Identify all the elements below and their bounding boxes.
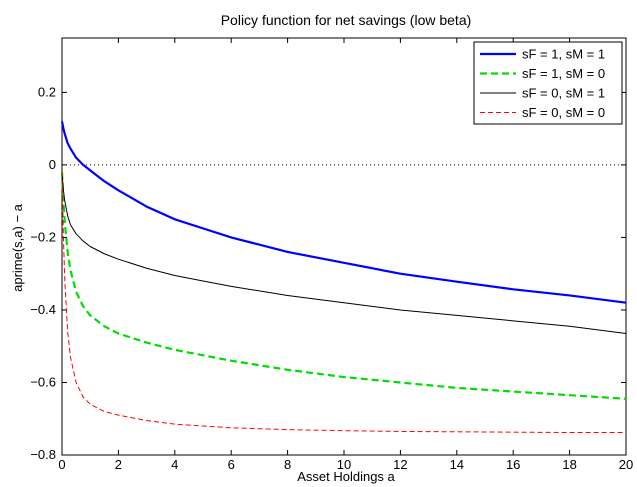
- y-tick-label: 0: [49, 157, 56, 172]
- x-axis-label: Asset Holdings a: [297, 469, 395, 484]
- legend-label: sF = 0, sM = 1: [522, 86, 605, 101]
- y-axis-label: aprime(s,a) − a: [10, 203, 25, 292]
- series-line-1: [60, 121, 627, 304]
- y-tick-label: −0.2: [30, 229, 56, 244]
- legend-box: [473, 41, 623, 125]
- series-line-4: [61, 172, 626, 434]
- legend-label: sF = 0, sM = 0: [522, 105, 605, 120]
- x-tick-label: 20: [619, 457, 633, 472]
- plot-area: 0 2 4 6 8 10 12 14 16 18 20 −0.8 −0.6 −0.4 −0.2 0 0.2: [30, 37, 633, 472]
- x-tick-label: 10: [337, 457, 351, 472]
- y-tick-label: 0.2: [38, 84, 56, 99]
- x-tick-label: 18: [562, 457, 576, 472]
- x-tick-label: 2: [115, 457, 122, 472]
- y-tick-label: −0.6: [30, 374, 56, 389]
- x-tick-label: 12: [393, 457, 407, 472]
- series-line-2: [60, 172, 627, 400]
- y-tick-label: −0.8: [30, 447, 56, 462]
- y-tick-label: −0.4: [30, 302, 56, 317]
- series-line-3: [61, 172, 627, 335]
- x-tick-label: 16: [506, 457, 520, 472]
- x-tick-label: 6: [228, 457, 235, 472]
- x-tick-label: 14: [450, 457, 464, 472]
- legend-label: sF = 1, sM = 1: [522, 47, 605, 62]
- legend: sF = 1, sM = 1 sF = 1, sM = 0 sF = 0, sM =…: [473, 41, 623, 125]
- legend-label: sF = 1, sM = 0: [522, 66, 605, 81]
- x-tick-label: 4: [171, 457, 178, 472]
- x-tick-label: 8: [284, 457, 291, 472]
- x-tick-label: 0: [58, 457, 65, 472]
- chart-title: Policy function for net savings (low bet…: [221, 12, 472, 28]
